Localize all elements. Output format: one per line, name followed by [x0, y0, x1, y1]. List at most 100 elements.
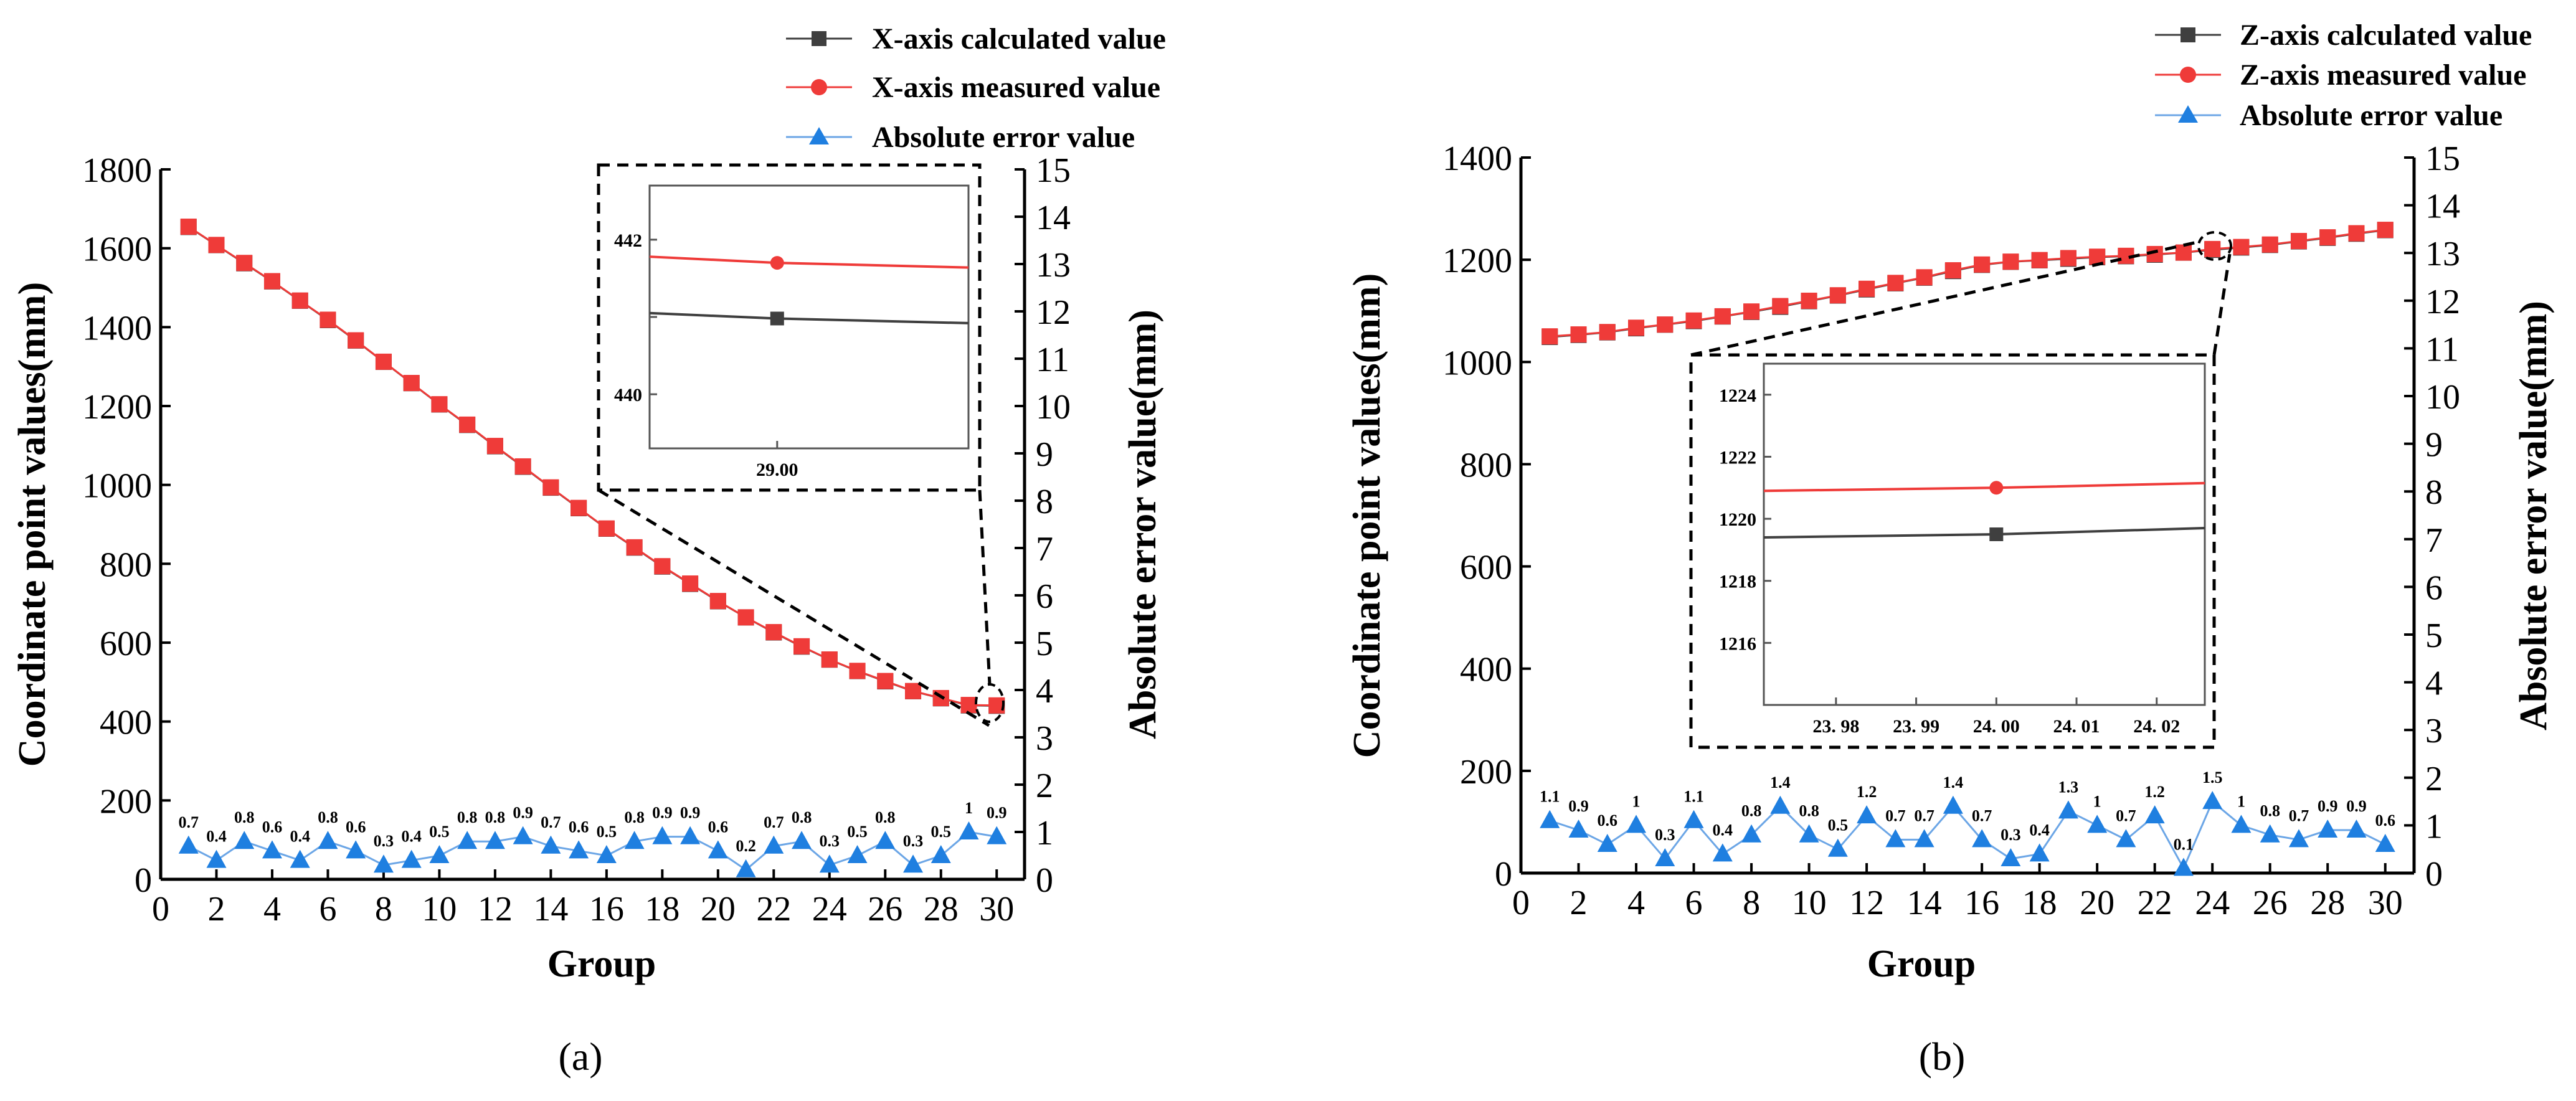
meas-point	[1685, 312, 1702, 329]
error-data-label: 0.9	[2346, 797, 2367, 815]
meas-point	[1541, 328, 1558, 345]
x-tick-label: 0	[1512, 884, 1530, 922]
error-point	[2029, 843, 2050, 862]
error-data-label: 0.6	[708, 818, 729, 836]
panel-a-zoom-leader-1	[597, 488, 990, 727]
error-point	[1655, 848, 1675, 867]
y2-tick-label: 5	[1036, 625, 1053, 663]
x-tick-label: 22	[2138, 884, 2172, 922]
y-tick-label: 600	[100, 625, 152, 663]
meas-point	[793, 638, 810, 654]
legend-a-meas-text: X-axis measured value	[872, 71, 1160, 104]
meas-point	[1829, 287, 1846, 304]
error-point	[541, 835, 561, 854]
y2-tick-label: 11	[2425, 330, 2459, 369]
y2-tick-label: 6	[1036, 577, 1053, 616]
legend-b-meas-marker	[2180, 67, 2196, 83]
error-data-label: 1.5	[2202, 768, 2223, 787]
y-tick-label: 1200	[82, 388, 152, 427]
inset-calc-point	[1989, 527, 2004, 541]
error-data-label: 0.9	[513, 804, 533, 822]
legend-a-err-text: Absolute error value	[872, 121, 1135, 154]
error-point	[1770, 795, 1791, 814]
error-point	[2116, 829, 2136, 848]
meas-point	[654, 558, 671, 575]
meas-point	[849, 663, 866, 679]
y2-tick-label: 9	[2425, 426, 2443, 465]
error-data-label: 0.6	[2375, 811, 2395, 829]
panel-a-ylabel: Coordinate point values(mm)	[11, 282, 54, 767]
error-point	[1741, 824, 1762, 843]
inset-calc-point	[770, 311, 784, 326]
panel-b-legend: Z-axis calculated value Z-axis measured …	[2155, 19, 2532, 132]
error-data-label: 0.5	[931, 823, 952, 841]
inset-x-tick-label: 29.00	[756, 460, 798, 480]
error-data-label: 0.9	[652, 804, 673, 822]
x-tick-label: 26	[868, 890, 902, 929]
y2-tick-label: 1	[1036, 814, 1053, 853]
meas-point	[2204, 240, 2221, 257]
y-tick-label: 600	[1460, 549, 1512, 587]
error-point	[1712, 843, 1733, 862]
panel-b-inset-axes	[1763, 362, 2206, 706]
y2-tick-label: 15	[1036, 151, 1071, 190]
error-data-label: 0.8	[485, 808, 506, 826]
inset-meas-point	[1989, 481, 2004, 495]
error-data-label: 0.8	[457, 808, 478, 826]
panel-a-inset-box	[597, 163, 982, 492]
panel-b-zoom-leader-2	[2212, 253, 2232, 356]
error-point	[2231, 815, 2252, 833]
y2-tick-label: 7	[1036, 530, 1053, 569]
error-point	[987, 826, 1007, 844]
error-point	[513, 826, 533, 844]
meas-point	[2233, 239, 2250, 255]
error-point	[2144, 805, 2165, 824]
x-tick-label: 20	[2080, 884, 2114, 922]
meas-series-line	[1550, 229, 2385, 338]
inset-x-tick-label: 23. 99	[1893, 716, 1939, 737]
y-tick-label: 400	[1460, 651, 1512, 689]
error-point	[2288, 829, 2309, 848]
meas-point	[431, 396, 448, 413]
inset-x-tick-label: 24. 01	[2053, 716, 2100, 737]
inset-y-tick-label: 1216	[1719, 633, 1756, 654]
x-tick-label: 26	[2253, 884, 2288, 922]
meas-point	[1887, 275, 1904, 291]
error-data-label: 0.8	[1741, 802, 1762, 820]
inset-y-tick-label: 1220	[1719, 509, 1756, 530]
error-data-label: 0.7	[178, 813, 199, 831]
inset-x-tick-label: 24. 02	[2133, 716, 2180, 737]
y-tick-label: 400	[100, 704, 152, 742]
error-data-label: 0.9	[2318, 797, 2338, 815]
error-data-label: 0.2	[736, 837, 756, 855]
x-tick-label: 18	[2022, 884, 2057, 922]
meas-point	[821, 651, 838, 668]
meas-point	[2290, 233, 2307, 250]
x-tick-label: 12	[1849, 884, 1884, 922]
y2-tick-label: 2	[1036, 767, 1053, 805]
panel-a-ylabel-right: Absolute error value(mm)	[1122, 310, 1164, 739]
x-tick-label: 30	[2368, 884, 2403, 922]
inset-x-tick-label: 23. 98	[1812, 716, 1859, 737]
meas-point	[2348, 225, 2365, 242]
y2-tick-label: 14	[2425, 187, 2460, 226]
error-data-label: 1.1	[1683, 788, 1704, 806]
meas-point	[2377, 222, 2394, 239]
y2-tick-label: 6	[2425, 569, 2443, 607]
panel-a-legend: X-axis calculated value X-axis measured …	[786, 22, 1166, 154]
panel-b-ylabel-right: Absolute error value(mm)	[2512, 301, 2555, 730]
meas-point	[208, 237, 225, 253]
error-data-label: 1	[965, 799, 973, 817]
y2-tick-label: 8	[2425, 473, 2443, 512]
error-data-label: 0.8	[1799, 802, 1819, 820]
meas-point	[571, 499, 587, 516]
y2-tick-label: 10	[2425, 378, 2460, 417]
error-point	[2087, 815, 2108, 833]
y-tick-label: 1400	[82, 309, 152, 347]
meas-point	[2175, 244, 2192, 261]
error-point	[819, 854, 840, 873]
error-point	[373, 854, 394, 873]
inset-x-tick-label: 24. 00	[1973, 716, 2020, 737]
error-data-label: 0.9	[680, 804, 701, 822]
meas-point	[1743, 303, 1760, 320]
